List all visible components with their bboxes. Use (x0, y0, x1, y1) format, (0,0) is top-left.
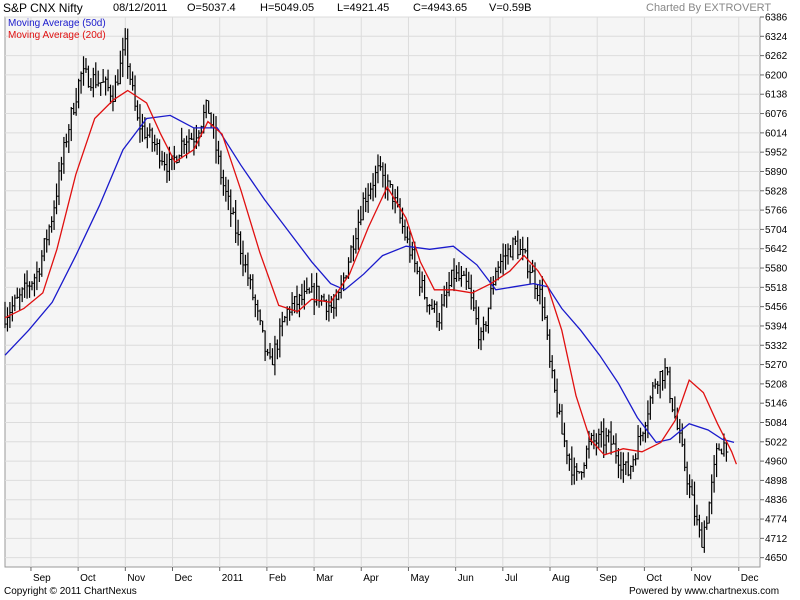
y-tick-label: 5828 (765, 186, 788, 197)
x-tick-label: Feb (269, 573, 287, 584)
y-tick-label: 4898 (765, 476, 788, 487)
x-tick-label: Dec (741, 573, 759, 584)
x-tick-label: Sep (599, 573, 617, 584)
y-tick-label: 5332 (765, 341, 788, 352)
y-tick-label: 6262 (765, 51, 788, 62)
x-tick-label: Nov (127, 573, 145, 584)
price-bars (4, 28, 729, 553)
x-tick-label: Jul (505, 573, 518, 584)
y-tick-label: 5890 (765, 167, 788, 178)
x-tick-label: Jun (458, 573, 474, 584)
y-tick-label: 4960 (765, 457, 788, 468)
y-tick-label: 5208 (765, 379, 788, 390)
y-tick-label: 5270 (765, 360, 788, 371)
close-readout: C=4943.65 (413, 2, 468, 14)
grid-layer (5, 16, 760, 567)
legend-ma20: Moving Average (20d) (8, 30, 106, 41)
x-tick-label: Oct (646, 573, 662, 584)
y-tick-label: 5456 (765, 302, 788, 313)
x-tick-label: Sep (33, 573, 51, 584)
ma50-line (4, 114, 735, 444)
ma20-line (4, 89, 738, 465)
date-readout: 08/12/2011 (113, 2, 168, 14)
footer-copyright: Copyright © 2011 ChartNexus (4, 586, 137, 597)
y-tick-label: 6138 (765, 90, 788, 101)
y-tick-label: 5146 (765, 399, 788, 410)
y-tick-label: 4774 (765, 515, 788, 526)
plot-area (4, 16, 761, 568)
legend: Moving Average (50d)Moving Average (20d) (8, 18, 106, 41)
y-tick-label: 4836 (765, 495, 788, 506)
y-tick-label: 5766 (765, 206, 788, 217)
series-layer (4, 89, 738, 465)
x-tick-label: Aug (552, 573, 570, 584)
x-tick-label: 2011 (222, 573, 244, 584)
y-axis: 6386 6324 6262 6200 6138 6076 6014 5952 5890 5828… (760, 13, 788, 564)
volume-readout: V=0.59B (489, 2, 532, 14)
x-tick-label: Oct (80, 573, 96, 584)
legend-ma50: Moving Average (50d) (8, 18, 106, 29)
high-readout: H=5049.05 (260, 2, 315, 14)
chart-title: S&P CNX Nifty (3, 1, 83, 15)
y-tick-label: 5518 (765, 283, 788, 294)
y-tick-label: 6200 (765, 70, 788, 81)
y-tick-label: 5642 (765, 244, 788, 255)
x-tick-label: May (410, 573, 429, 584)
y-tick-label: 5952 (765, 148, 788, 159)
y-tick-label: 6014 (765, 128, 788, 139)
y-tick-label: 4712 (765, 534, 788, 545)
y-tick-label: 4650 (765, 553, 788, 564)
low-readout: L=4921.45 (337, 2, 390, 14)
y-tick-label: 6324 (765, 32, 788, 43)
y-tick-label: 6076 (765, 109, 788, 120)
y-tick-label: 5022 (765, 437, 788, 448)
footer-powered-link[interactable]: Powered by www.chartnexus.com (629, 586, 780, 597)
y-tick-label: 6386 (765, 13, 788, 24)
x-tick-label: Nov (694, 573, 712, 584)
y-tick-label: 5580 (765, 264, 788, 275)
chart-credit: Charted By EXTROVERT (646, 2, 772, 14)
x-tick-label: Dec (175, 573, 193, 584)
y-tick-label: 5394 (765, 321, 788, 332)
x-axis: Sep Oct Nov Dec 2011 Feb Mar Apr May Jun Jul Aug Sep… (30, 567, 759, 584)
x-tick-label: Mar (316, 573, 334, 584)
x-tick-label: Apr (363, 573, 379, 584)
y-tick-label: 5084 (765, 418, 788, 429)
y-tick-label: 5704 (765, 225, 788, 236)
open-readout: O=5037.4 (187, 2, 236, 14)
